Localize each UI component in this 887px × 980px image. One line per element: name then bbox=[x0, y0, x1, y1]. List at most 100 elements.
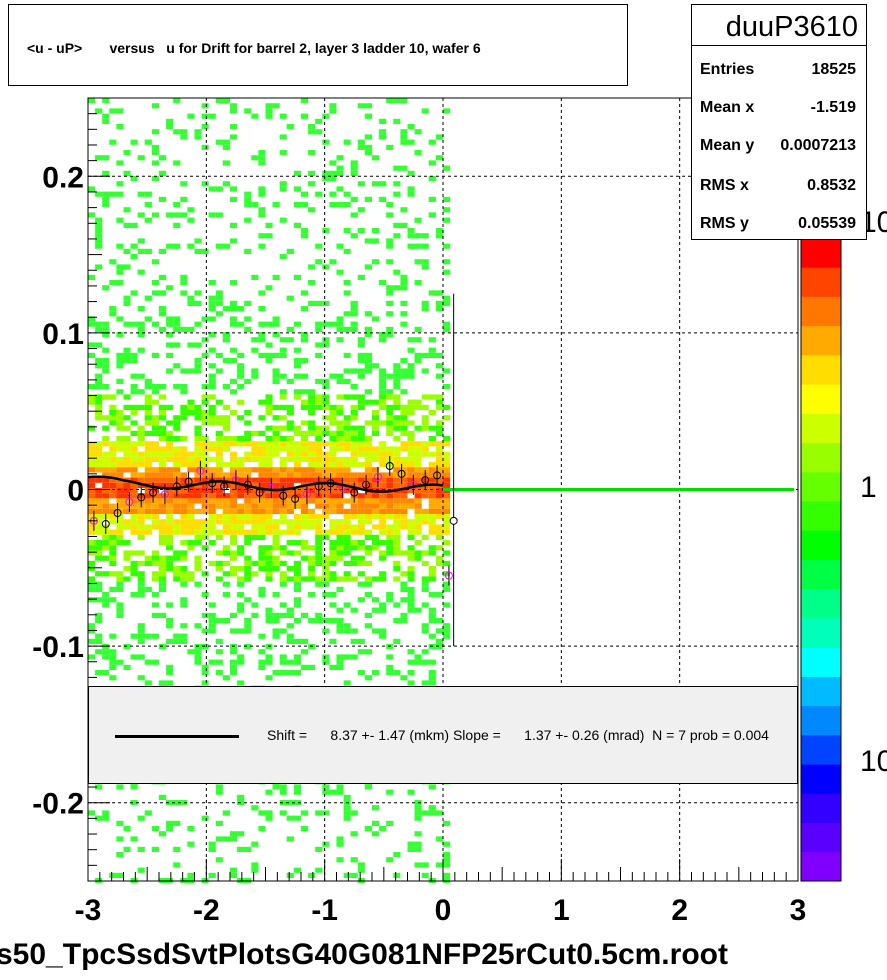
heatmap-cell bbox=[201, 248, 209, 254]
heatmap-cell bbox=[407, 482, 415, 488]
heatmap-cell bbox=[350, 212, 358, 218]
heatmap-cell bbox=[329, 430, 337, 436]
heatmap-cell bbox=[329, 446, 337, 452]
heatmap-cell bbox=[102, 113, 110, 119]
heatmap-cell bbox=[350, 524, 358, 530]
heatmap-cell bbox=[293, 815, 301, 821]
heatmap-cell bbox=[123, 352, 131, 358]
heatmap-cell bbox=[279, 254, 287, 260]
heatmap-cell bbox=[435, 488, 443, 494]
heatmap-cell bbox=[187, 508, 195, 514]
heatmap-cell bbox=[130, 529, 138, 535]
heatmap-cell bbox=[350, 872, 358, 878]
heatmap-cell bbox=[308, 181, 316, 187]
heatmap-cell bbox=[308, 560, 316, 566]
heatmap-cell bbox=[237, 545, 245, 551]
heatmap-cell bbox=[357, 540, 365, 546]
heatmap-cell bbox=[279, 456, 287, 462]
heatmap-cell bbox=[116, 482, 124, 488]
heatmap-cell bbox=[208, 508, 216, 514]
heatmap-cell bbox=[116, 784, 124, 790]
heatmap-cell bbox=[315, 503, 323, 509]
heatmap-cell bbox=[144, 451, 152, 457]
heatmap-cell bbox=[159, 467, 167, 473]
heatmap-cell bbox=[343, 436, 351, 442]
heatmap-cell bbox=[372, 576, 380, 582]
heatmap-cell bbox=[315, 321, 323, 327]
heatmap-cell bbox=[173, 800, 181, 806]
heatmap-cell bbox=[308, 150, 316, 156]
heatmap-cell bbox=[187, 545, 195, 551]
heatmap-cell bbox=[421, 576, 429, 582]
heatmap-cell bbox=[116, 508, 124, 514]
heatmap-cell bbox=[187, 826, 195, 832]
heatmap-cell bbox=[88, 498, 96, 504]
heatmap-cell bbox=[414, 810, 422, 816]
heatmap-cell bbox=[350, 540, 358, 546]
heatmap-cell bbox=[95, 633, 103, 639]
heatmap-cell bbox=[258, 586, 266, 592]
heatmap-cell bbox=[151, 472, 159, 478]
heatmap-cell bbox=[244, 623, 252, 629]
heatmap-cell bbox=[230, 196, 238, 202]
heatmap-cell bbox=[435, 404, 443, 410]
heatmap-cell bbox=[265, 618, 273, 624]
heatmap-cell bbox=[180, 389, 188, 395]
heatmap-cell bbox=[251, 482, 259, 488]
heatmap-cell bbox=[443, 503, 451, 509]
heatmap-cell bbox=[137, 675, 145, 681]
heatmap-cell bbox=[293, 347, 301, 353]
heatmap-cell bbox=[372, 446, 380, 452]
heatmap-cell bbox=[173, 98, 181, 104]
heatmap-cell bbox=[237, 352, 245, 358]
heatmap-cell bbox=[414, 337, 422, 343]
heatmap-cell bbox=[279, 654, 287, 660]
heatmap-cell bbox=[329, 550, 337, 556]
heatmap-cell bbox=[279, 352, 287, 358]
heatmap-cell bbox=[386, 404, 394, 410]
heatmap-cell bbox=[151, 612, 159, 618]
heatmap-cell bbox=[443, 550, 451, 556]
heatmap-cell bbox=[237, 550, 245, 556]
heatmap-cell bbox=[322, 560, 330, 566]
heatmap-cell bbox=[286, 493, 294, 499]
heatmap-cell bbox=[407, 597, 415, 603]
heatmap-cell bbox=[393, 852, 401, 858]
heatmap-cell bbox=[336, 441, 344, 447]
heatmap-cell bbox=[350, 404, 358, 410]
heatmap-cell bbox=[322, 581, 330, 587]
heatmap-cell bbox=[336, 420, 344, 426]
heatmap-cell bbox=[109, 441, 117, 447]
heatmap-cell bbox=[407, 462, 415, 468]
heatmap-cell bbox=[414, 129, 422, 135]
heatmap-cell bbox=[322, 384, 330, 390]
heatmap-cell bbox=[379, 451, 387, 457]
heatmap-cell bbox=[137, 482, 145, 488]
heatmap-cell bbox=[386, 430, 394, 436]
heatmap-cell bbox=[116, 358, 124, 364]
heatmap-cell bbox=[293, 597, 301, 603]
heatmap-cell bbox=[286, 482, 294, 488]
heatmap-cell bbox=[166, 420, 174, 426]
heatmap-cell bbox=[400, 675, 408, 681]
heatmap-cell bbox=[400, 597, 408, 603]
heatmap-cell bbox=[443, 259, 451, 265]
heatmap-cell bbox=[293, 576, 301, 582]
heatmap-cell bbox=[222, 498, 230, 504]
heatmap-cell bbox=[151, 555, 159, 561]
heatmap-cell bbox=[393, 269, 401, 275]
heatmap-cell bbox=[364, 368, 372, 374]
heatmap-cell bbox=[272, 670, 280, 676]
heatmap-cell bbox=[159, 451, 167, 457]
heatmap-cell bbox=[428, 441, 436, 447]
heatmap-cell bbox=[364, 358, 372, 364]
heatmap-cell bbox=[400, 410, 408, 416]
heatmap-cell bbox=[372, 425, 380, 431]
heatmap-cell bbox=[435, 592, 443, 598]
heatmap-cell bbox=[279, 436, 287, 442]
heatmap-cell bbox=[272, 529, 280, 535]
heatmap-cell bbox=[350, 456, 358, 462]
heatmap-cell bbox=[379, 529, 387, 535]
heatmap-cell bbox=[379, 368, 387, 374]
heatmap-cell bbox=[407, 347, 415, 353]
